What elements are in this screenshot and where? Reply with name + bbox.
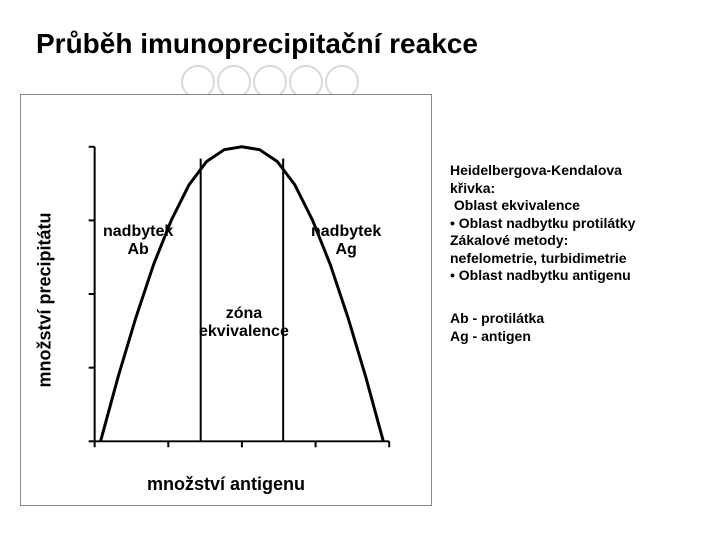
- label-line: nadbytek: [103, 223, 173, 240]
- label-line: zóna: [226, 305, 262, 322]
- legend-text: Ab - protilátka Ag - antigen: [450, 310, 544, 345]
- text-line: křivka:: [450, 180, 710, 198]
- text-line: • Oblast nadbytku protilátky: [450, 215, 710, 233]
- label-zona-ekvivalence: zóna ekvivalence: [199, 305, 289, 340]
- label-line: ekvivalence: [199, 323, 289, 340]
- description-text: Heidelbergova-Kendalova křivka: Oblast e…: [450, 162, 710, 285]
- text-line: Heidelbergova-Kendalova: [450, 162, 710, 180]
- label-nadbytek-ag: nadbytek Ag: [311, 223, 381, 258]
- precipitation-curve-chart: [21, 95, 431, 505]
- legend-line: Ag - antigen: [450, 328, 544, 346]
- y-axis-label: množství precipitátu: [35, 212, 56, 387]
- label-nadbytek-ab: nadbytek Ab: [103, 223, 173, 258]
- text-line: Oblast ekvivalence: [450, 197, 710, 215]
- text-line: Zákalové metody:: [450, 232, 710, 250]
- label-line: nadbytek: [311, 223, 381, 240]
- label-line: Ag: [335, 241, 356, 258]
- text-line: • Oblast nadbytku antigenu: [450, 267, 710, 285]
- legend-line: Ab - protilátka: [450, 310, 544, 328]
- x-axis-label: množství antigenu: [147, 474, 305, 495]
- page-title: Průběh imunoprecipitační reakce: [36, 28, 478, 60]
- chart-container: množství precipitátu množství antigenu n…: [20, 94, 432, 506]
- label-line: Ab: [127, 241, 148, 258]
- text-line: nefelometrie, turbidimetrie: [450, 250, 710, 268]
